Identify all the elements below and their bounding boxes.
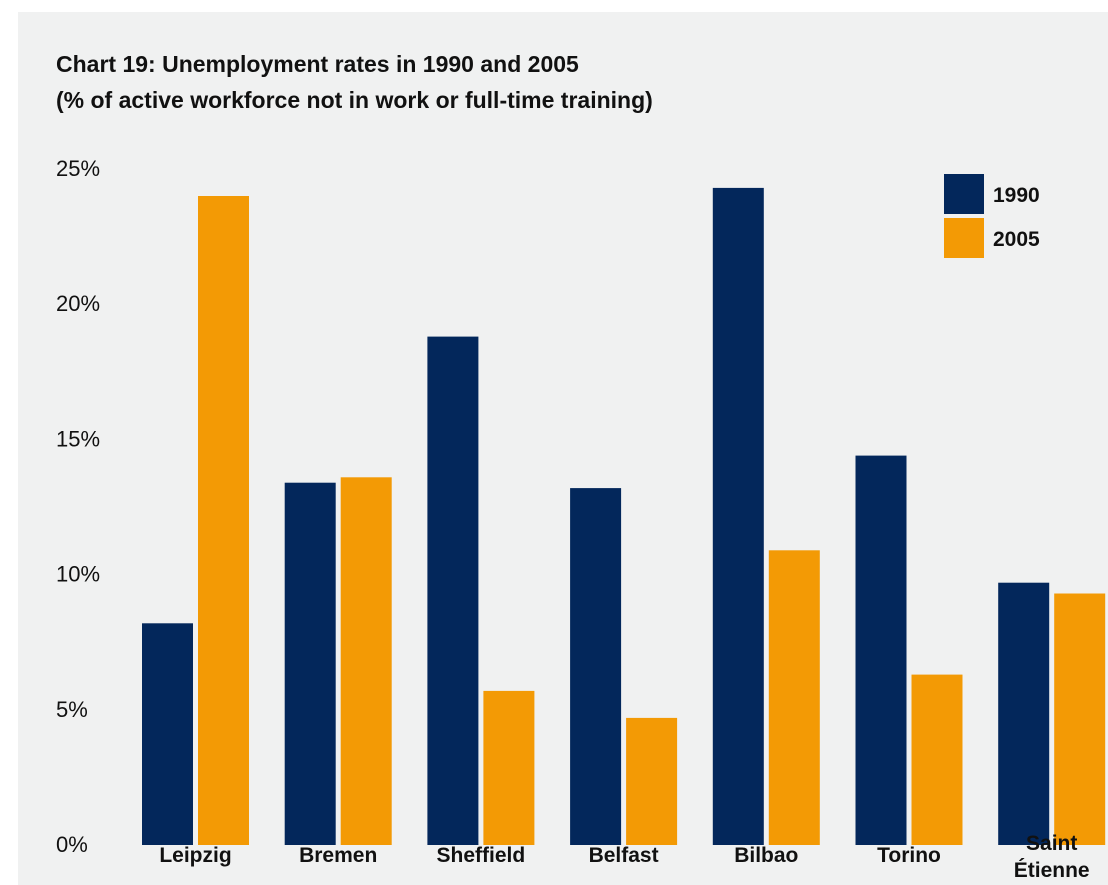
y-tick-label: 25% (56, 156, 100, 181)
bar-1990 (855, 455, 907, 845)
bar-1990 (284, 482, 336, 845)
legend: 1990 2005 (944, 174, 1040, 258)
chart-title: Chart 19: Unemployment rates in 1990 and… (56, 51, 579, 77)
legend-swatch-1990 (944, 174, 984, 214)
bar-2005 (768, 550, 820, 845)
y-tick-label: 10% (56, 562, 100, 587)
chart-subtitle: (% of active workforce not in work or fu… (56, 87, 653, 113)
x-tick-label: Torino (877, 844, 941, 867)
y-tick-label: 20% (56, 291, 100, 316)
bar-2005 (198, 196, 249, 845)
y-tick-label: 5% (56, 697, 88, 722)
bar-2005 (483, 690, 535, 845)
legend-swatch-2005 (944, 218, 984, 258)
x-tick-label: Leipzig (159, 844, 231, 867)
bar-2005 (1054, 593, 1106, 845)
bar-1990 (712, 187, 764, 845)
y-tick-label: 15% (56, 426, 100, 451)
x-tick-label: Bilbao (734, 844, 798, 867)
bar-1990 (427, 336, 479, 845)
bar-1990 (142, 623, 193, 845)
y-tick-label: 0% (56, 832, 88, 857)
x-tick-label: Saint Étienne (1014, 832, 1090, 882)
legend-label-2005: 2005 (993, 228, 1040, 251)
bar-2005 (340, 477, 392, 845)
bar-2005 (911, 674, 963, 845)
bar-1990 (998, 582, 1050, 845)
bars (142, 187, 1106, 845)
bar-2005 (626, 717, 678, 845)
x-tick-label: Sheffield (437, 844, 526, 867)
category-labels: Leipzig Bremen Sheffield Belfast Bilbao Torin… (159, 832, 1089, 882)
legend-label-1990: 1990 (993, 184, 1040, 207)
x-tick-label: Belfast (589, 844, 659, 867)
x-tick-label: Bremen (299, 844, 377, 867)
bar-1990 (570, 488, 622, 845)
y-axis-ticks: 0% 5% 10% 15% 20% 25% (56, 156, 100, 857)
